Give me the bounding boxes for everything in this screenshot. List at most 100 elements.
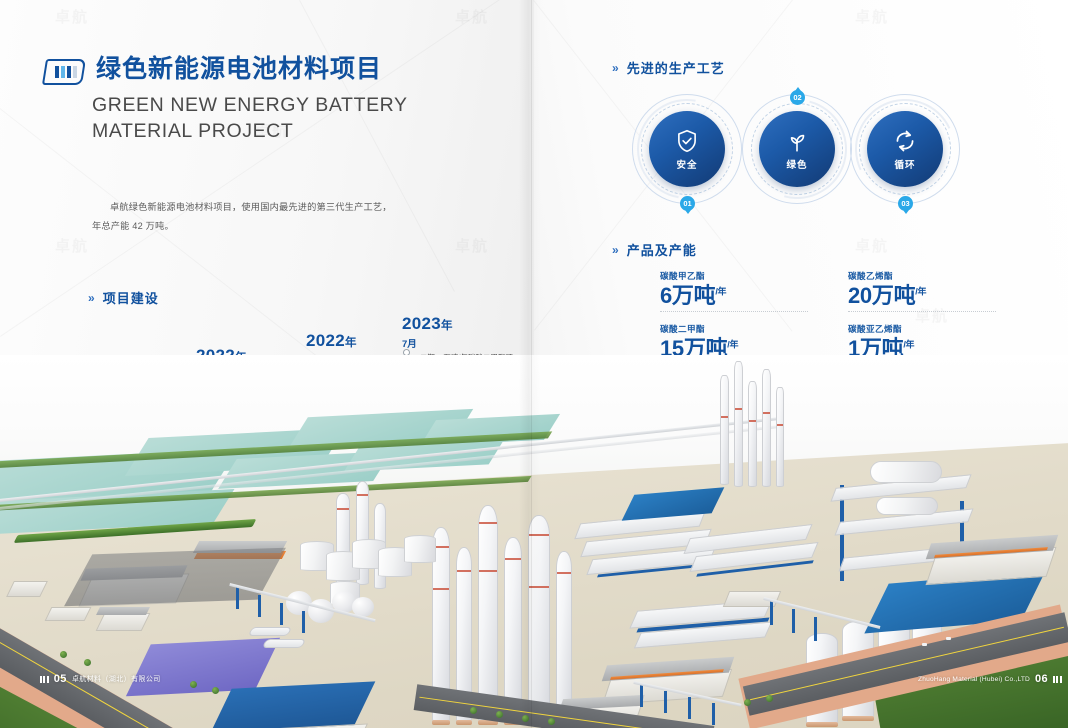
vehicle — [946, 637, 951, 640]
intro-text: 卓航绿色新能源电池材料项目，使用国内最先进的第三代生产工艺，年总产能 42 万吨… — [92, 202, 392, 231]
timeline-year-value: 2022 — [306, 331, 346, 350]
timeline-year-suffix: 年 — [441, 320, 453, 332]
product-divider — [848, 310, 996, 312]
footer-left: 05 卓航材料（湖北）有限公司 — [40, 673, 161, 685]
tree — [744, 699, 751, 706]
tree — [766, 695, 773, 702]
spherical-tank — [352, 597, 374, 617]
ring-dashed — [641, 103, 733, 195]
recycle-loop-icon — [892, 128, 918, 154]
process-circle-group: 安全 01 绿色 02 — [610, 79, 970, 220]
page-number-right: 06 — [1035, 673, 1049, 685]
product-divider — [660, 310, 808, 312]
stack-column — [734, 361, 743, 487]
tree — [60, 651, 67, 658]
asphalt-yard — [64, 547, 286, 607]
product-capacity: 6万吨/年 — [660, 283, 815, 309]
pipe-rack-support — [712, 703, 715, 725]
pipe-rack-support — [302, 611, 305, 633]
process-circle-recycle[interactable]: 循环 03 — [840, 84, 970, 214]
stack-column — [776, 387, 784, 487]
product-card: 碳酸甲乙酯 6万吨/年 — [660, 270, 815, 312]
timeline-month: 7月 — [402, 338, 417, 350]
process-core: 循环 — [867, 111, 943, 187]
stack-column — [748, 381, 757, 487]
timeline-year: 2022年 — [306, 332, 357, 350]
page-number-left: 05 — [53, 673, 67, 685]
section-header-timeline: » 项目建设 — [88, 288, 159, 307]
process-badge-number: 02 — [790, 87, 805, 105]
small-building — [95, 613, 151, 631]
warehouse-roof-blue — [208, 681, 376, 728]
title-english: GREEN NEW ENERGY BATTERY MATERIAL PROJEC… — [92, 92, 408, 145]
company-name-cn: 卓航材料（湖北）有限公司 — [71, 676, 161, 683]
title-chinese: 绿色新能源电池材料项目 — [96, 55, 383, 83]
chevron-right-icon: » — [88, 290, 96, 305]
ring-dashed — [859, 103, 951, 195]
process-core: 绿色 — [759, 111, 835, 187]
spherical-tank — [332, 591, 356, 613]
product-name: 碳酸乙烯酯 — [848, 271, 893, 281]
process-badge-number: 03 — [898, 196, 913, 214]
chevron-right-icon: » — [612, 242, 620, 257]
section-header-products-label: 产品及产能 — [626, 243, 697, 258]
shield-check-icon — [674, 128, 700, 154]
logo-bars-icon — [1053, 675, 1062, 683]
logo-bars-icon — [40, 675, 49, 683]
sprout-leaf-icon — [784, 128, 810, 154]
pipe-rack-support — [258, 595, 261, 617]
tree — [548, 718, 555, 725]
storage-tank — [404, 535, 436, 563]
tree — [84, 659, 91, 666]
vehicle — [922, 643, 927, 646]
pipe-rack-support — [236, 587, 239, 609]
process-badge-number: 01 — [680, 196, 695, 214]
page-title: 绿色新能源电池材料项目 — [41, 55, 383, 88]
cooling-tower-cell — [876, 497, 938, 515]
pipe-rack-support — [770, 601, 773, 625]
title-english-line1: GREEN NEW ENERGY BATTERY — [92, 94, 408, 116]
tree — [470, 707, 477, 714]
timeline-year-value: 2023 — [402, 314, 442, 333]
company-name-en: ZhuoHang Material (Hubei) Co.,LTD — [918, 675, 1031, 683]
title-english-line2: MATERIAL PROJECT — [92, 120, 294, 143]
product-name: 碳酸甲乙酯 — [660, 271, 705, 281]
building-roof — [96, 607, 150, 615]
pipe-rack-support — [688, 697, 691, 719]
section-header-process: » 先进的生产工艺 — [612, 58, 725, 77]
logo-icon — [41, 59, 87, 88]
tree — [190, 681, 197, 688]
bullet-tank — [261, 639, 307, 648]
product-capacity-unit: /年 — [915, 286, 927, 297]
chevron-right-icon: » — [612, 60, 620, 75]
product-capacity-unit: /年 — [715, 286, 727, 297]
section-header-products: » 产品及产能 — [612, 240, 697, 259]
section-header-timeline-label: 项目建设 — [102, 291, 159, 306]
pipe-rack-support — [280, 603, 283, 625]
timeline-year: 2023年 — [402, 315, 453, 333]
factory-aerial-rendering: 05 卓航材料（湖北）有限公司 ZhuoHang Material (Hubei… — [0, 355, 1068, 728]
tree — [522, 715, 529, 722]
distillation-column — [456, 547, 472, 725]
cooling-tower-cell — [870, 461, 942, 483]
process-circle-safety[interactable]: 安全 01 — [617, 79, 757, 219]
distillation-column — [478, 505, 498, 725]
tree — [212, 687, 219, 694]
pipe-rack-support — [792, 609, 795, 633]
timeline-year-suffix: 年 — [345, 337, 357, 349]
intro-paragraph: 卓航绿色新能源电池材料项目，使用国内最先进的第三代生产工艺，年总产能 42 万吨… — [92, 198, 392, 236]
timeline-item: 2023年 7月 二期15万吨/年碳酸二甲酯项目投产运行 — [402, 315, 513, 506]
process-circle-green[interactable]: 绿色 02 — [728, 80, 866, 218]
distillation-column — [556, 551, 572, 723]
product-capacity-value: 20万吨 — [848, 283, 916, 308]
product-capacity: 20万吨/年 — [848, 283, 1003, 309]
page-fold-line — [531, 0, 532, 728]
process-core: 安全 — [649, 111, 725, 187]
section-header-process-label: 先进的生产工艺 — [626, 61, 725, 76]
pipe-rack-support — [640, 685, 643, 707]
page-gutter-shadow — [519, 0, 541, 728]
small-building — [44, 607, 92, 621]
product-name: 碳酸二甲酯 — [660, 324, 705, 334]
process-label: 绿色 — [786, 159, 808, 171]
